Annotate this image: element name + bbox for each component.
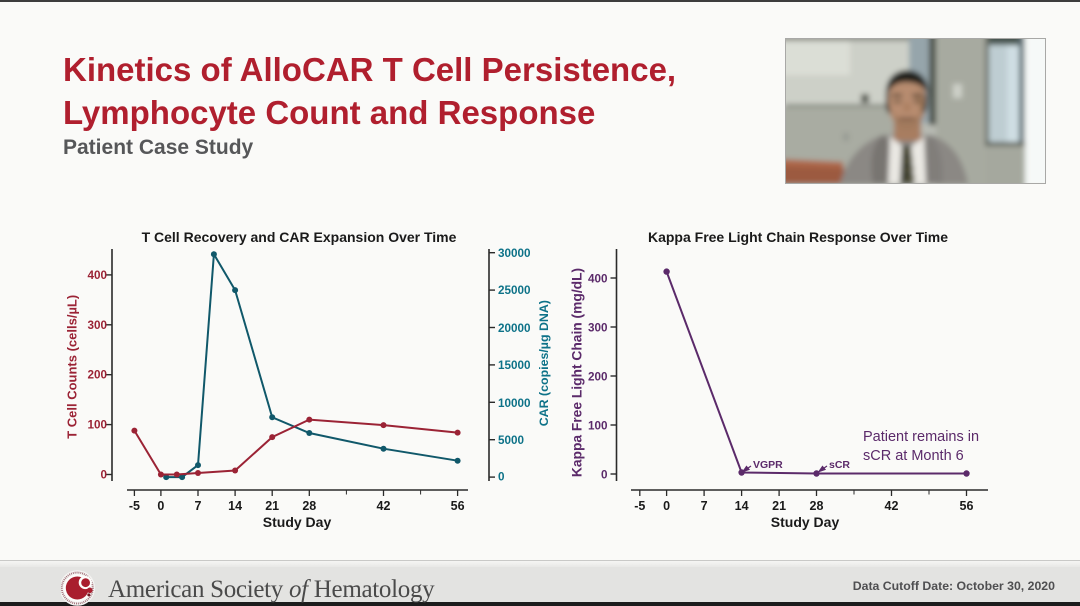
svg-text:14: 14: [735, 499, 749, 513]
svg-text:T Cell Recovery and CAR Expans: T Cell Recovery and CAR Expansion Over T…: [142, 229, 457, 245]
svg-text:-5: -5: [129, 499, 140, 513]
svg-text:0: 0: [663, 499, 670, 513]
svg-text:VGPR: VGPR: [753, 459, 783, 471]
svg-text:-5: -5: [634, 499, 645, 513]
svg-text:10000: 10000: [498, 397, 531, 410]
svg-text:200: 200: [87, 369, 107, 382]
svg-text:15000: 15000: [498, 359, 531, 372]
svg-text:Kappa Free Light Chain Respons: Kappa Free Light Chain Response Over Tim…: [648, 229, 948, 245]
svg-text:Study Day: Study Day: [263, 514, 332, 530]
svg-text:14: 14: [228, 499, 242, 513]
svg-text:56: 56: [451, 499, 465, 513]
svg-text:28: 28: [810, 499, 824, 513]
svg-text:100: 100: [588, 420, 608, 433]
svg-text:28: 28: [302, 499, 316, 513]
svg-text:400: 400: [87, 269, 107, 282]
svg-text:20000: 20000: [498, 322, 531, 335]
svg-text:Study Day: Study Day: [771, 514, 840, 530]
svg-text:Patient remains in: Patient remains in: [863, 429, 979, 445]
svg-text:7: 7: [701, 499, 708, 513]
svg-text:0: 0: [498, 471, 505, 484]
svg-text:21: 21: [265, 499, 279, 513]
svg-text:100: 100: [87, 419, 107, 432]
svg-text:400: 400: [588, 273, 608, 286]
svg-text:7: 7: [195, 499, 202, 513]
svg-text:200: 200: [588, 371, 608, 384]
svg-text:0: 0: [157, 499, 164, 513]
svg-text:Kappa Free Light Chain (mg/dL): Kappa Free Light Chain (mg/dL): [570, 268, 585, 477]
svg-text:CAR (copies/µg DNA): CAR (copies/µg DNA): [537, 300, 551, 426]
svg-text:T Cell Counts (cells/µL): T Cell Counts (cells/µL): [65, 295, 80, 439]
svg-text:sCR at Month 6: sCR at Month 6: [863, 448, 964, 464]
svg-text:30000: 30000: [498, 247, 531, 260]
svg-text:56: 56: [960, 499, 974, 513]
svg-text:42: 42: [377, 499, 391, 513]
svg-text:0: 0: [100, 469, 107, 482]
svg-text:0: 0: [601, 469, 608, 482]
svg-text:21: 21: [772, 499, 786, 513]
svg-text:sCR: sCR: [829, 459, 850, 471]
svg-text:300: 300: [588, 322, 608, 335]
svg-text:42: 42: [885, 499, 899, 513]
svg-text:25000: 25000: [498, 284, 531, 297]
svg-text:5000: 5000: [498, 434, 525, 447]
svg-text:300: 300: [87, 319, 107, 332]
